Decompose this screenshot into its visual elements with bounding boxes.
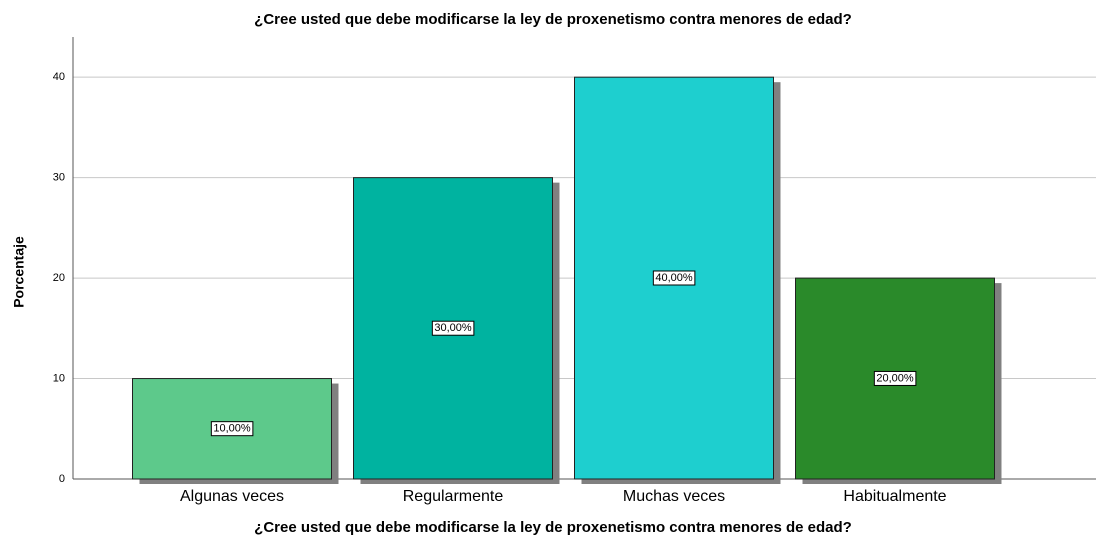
x-tick-label: Muchas veces [623,488,725,505]
value-label-box [652,270,696,286]
value-label: 40,00% [655,272,693,284]
y-tick-label: 10 [53,372,65,384]
x-tick-label: Algunas veces [180,488,284,505]
y-tick-label: 0 [59,473,65,485]
chart-title: ¿Cree usted que debe modificarse la ley … [254,11,852,28]
value-label-box [431,320,475,336]
value-label-box [873,370,917,386]
value-label: 10,00% [213,423,251,435]
y-tick-label: 30 [53,172,65,184]
value-label-box [210,421,254,437]
x-tick-label: Regularmente [403,488,504,505]
y-tick-label: 40 [53,71,65,83]
value-label: 20,00% [876,372,914,384]
x-axis-label: ¿Cree usted que debe modificarse la ley … [254,519,852,536]
y-axis-label: Porcentaje [11,236,27,308]
y-tick-label: 20 [53,272,65,284]
x-tick-label: Habitualmente [843,488,946,505]
value-label: 30,00% [434,322,472,334]
